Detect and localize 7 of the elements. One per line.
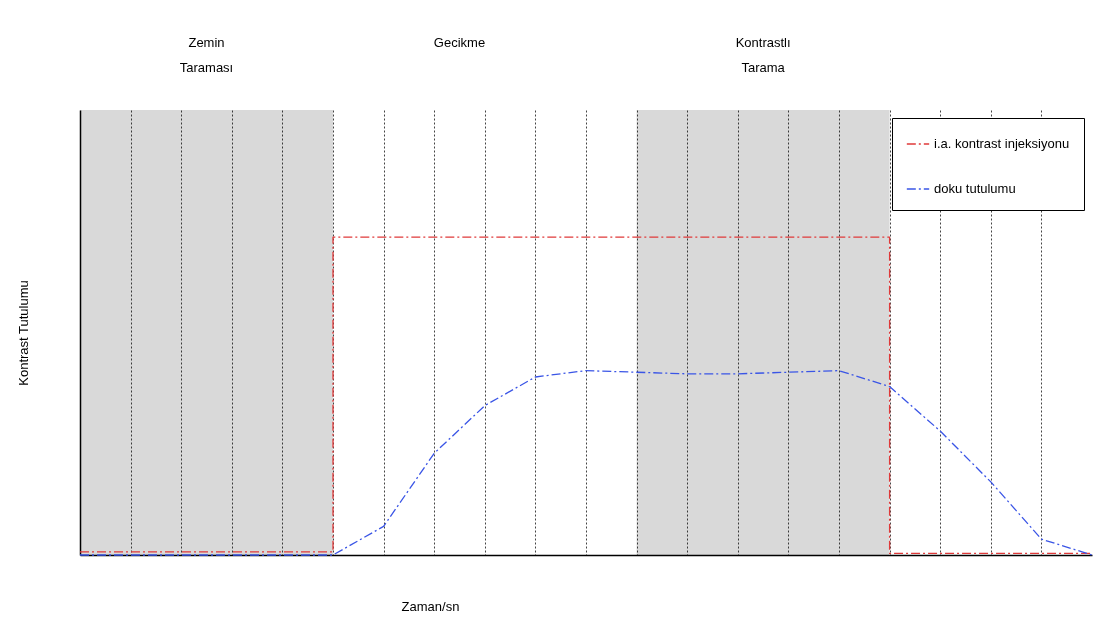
y-axis-title: Kontrast Tutulumu [15, 280, 31, 386]
text: Zemin Taraması [179, 35, 234, 75]
text: Gecikme [433, 35, 486, 50]
text: Kontrastlı Tarama [735, 35, 791, 75]
legend-label: i.a. kontrast injeksiyonu [934, 136, 1070, 151]
x-axis-title: Zaman/sn [401, 598, 460, 614]
legend-label: doku tutulumu [934, 181, 1016, 196]
